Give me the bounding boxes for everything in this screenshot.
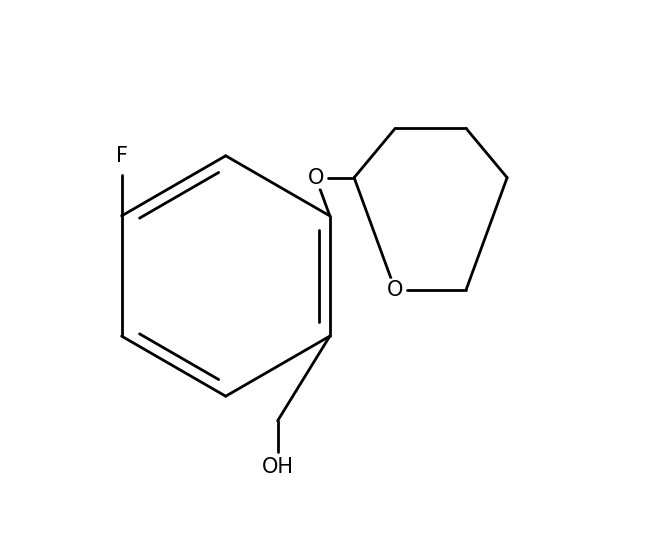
Text: F: F [116,146,127,166]
Text: OH: OH [261,457,293,477]
Text: O: O [387,280,403,300]
Text: O: O [308,168,324,188]
